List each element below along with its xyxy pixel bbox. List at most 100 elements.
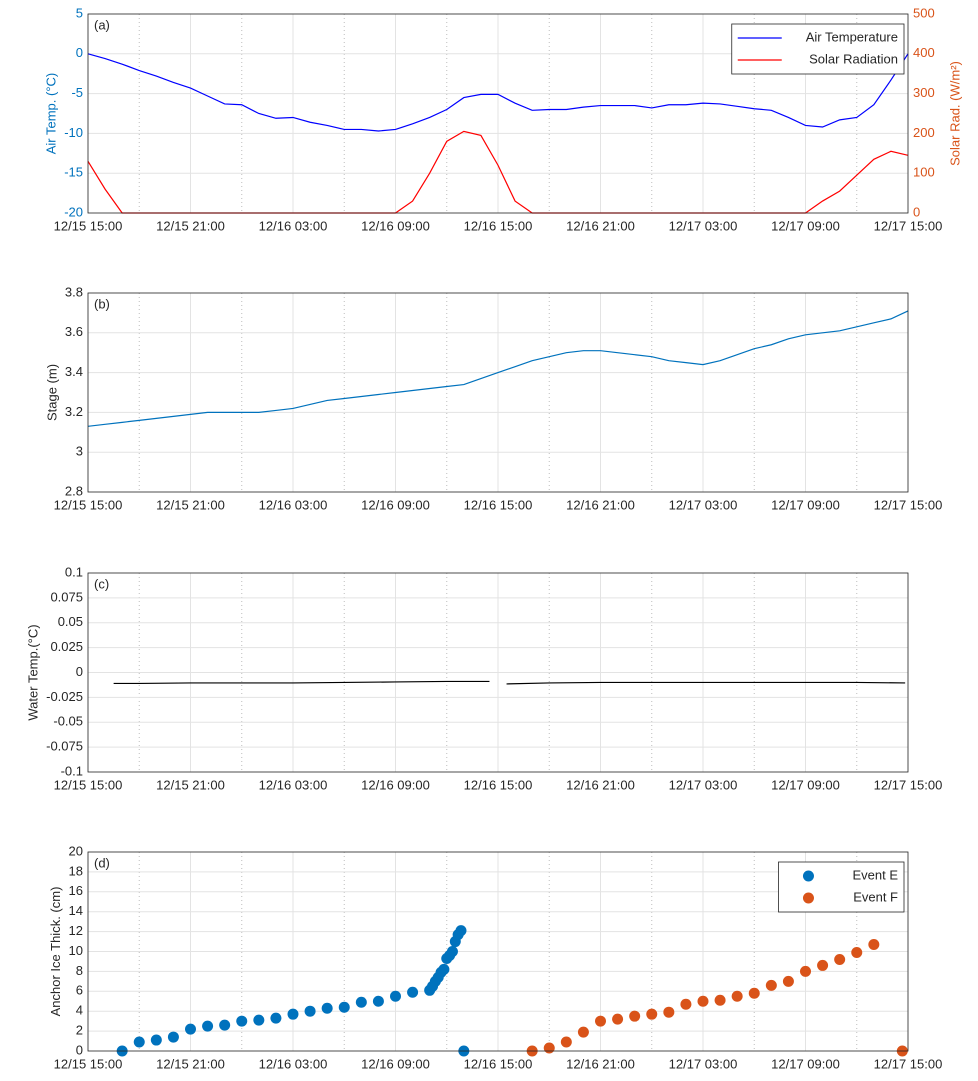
- legend-label: Event F: [853, 889, 898, 904]
- x-tick-label: 12/17 03:00: [669, 218, 738, 233]
- x-tick-label: 12/17 09:00: [771, 777, 840, 792]
- data-line: [87, 53, 909, 132]
- x-tick-label: 12/15 21:00: [156, 497, 225, 512]
- data-point: [560, 1036, 572, 1048]
- y-tick-label: -5: [71, 85, 83, 100]
- y-tick-label: 0: [76, 45, 83, 60]
- legend-label: Solar Radiation: [809, 51, 898, 66]
- y2-tick-label: 0: [913, 204, 920, 219]
- data-point: [372, 995, 384, 1007]
- y-tick-label: 14: [69, 903, 83, 918]
- x-tick-label: 12/15 15:00: [54, 777, 123, 792]
- y-tick-label: 10: [69, 943, 83, 958]
- axes-box: [87, 572, 909, 773]
- panel: 12/15 15:00 12/15 21:00 12/16 03:00 12/16 0…: [48, 843, 942, 1071]
- y-tick-label: -10: [64, 125, 83, 140]
- data-point: [714, 994, 726, 1006]
- y-axis-label: Stage (m): [44, 364, 59, 421]
- x-tick-label: 12/15 21:00: [156, 777, 225, 792]
- data-point: [133, 1036, 145, 1048]
- x-tick-label: 12/16 21:00: [566, 777, 635, 792]
- data-point: [438, 963, 450, 975]
- x-tick-label: 12/16 09:00: [361, 777, 430, 792]
- data-point: [697, 995, 709, 1007]
- x-tick-label: 12/17 03:00: [669, 1056, 738, 1071]
- axes-box: [87, 851, 909, 1052]
- data-point: [663, 1006, 675, 1018]
- y2-tick-label: 500: [913, 5, 935, 20]
- y-tick-label: 20: [69, 843, 83, 858]
- y-tick-label: -0.075: [46, 739, 83, 754]
- y-axis-label: Water Temp.(°C): [26, 624, 41, 720]
- y-axis-label: Anchor Ice Thick. (cm): [48, 887, 63, 1017]
- y-tick-label: 5: [76, 5, 83, 20]
- y-tick-label: 3.4: [65, 364, 83, 379]
- x-tick-label: 12/15 15:00: [54, 1056, 123, 1071]
- y-tick-label: -20: [64, 204, 83, 219]
- data-point: [219, 1019, 231, 1031]
- x-tick-label: 12/17 03:00: [669, 777, 738, 792]
- panel: 12/15 15:00 12/15 21:00 12/16 03:00 12/16 0…: [44, 5, 963, 233]
- x-tick-label: 12/16 21:00: [566, 497, 635, 512]
- x-tick-label: 12/16 03:00: [259, 497, 328, 512]
- data-point: [455, 925, 467, 937]
- legend: Event E Event F: [778, 861, 905, 913]
- data-point: [236, 1015, 248, 1027]
- x-tick-label: 12/16 15:00: [464, 218, 533, 233]
- y-tick-label: 3.2: [65, 404, 83, 419]
- y-tick-label: 18: [69, 863, 83, 878]
- axes-box: [87, 292, 909, 493]
- x-tick-label: 12/17 15:00: [874, 777, 943, 792]
- data-point: [800, 965, 811, 977]
- data-point: [629, 1010, 641, 1022]
- x-tick-label: 12/17 09:00: [771, 218, 840, 233]
- y2-tick-label: 300: [913, 85, 935, 100]
- data-point: [680, 998, 692, 1010]
- data-point: [851, 946, 863, 958]
- x-tick-label: 12/15 21:00: [156, 1056, 225, 1071]
- y-tick-label: 2.8: [65, 483, 83, 498]
- data-point: [748, 987, 760, 999]
- x-tick-label: 12/16 09:00: [361, 497, 430, 512]
- x-tick-label: 12/16 03:00: [259, 777, 328, 792]
- y-tick-label: 0.05: [58, 614, 83, 629]
- legend: Air Temperature Solar Radiation: [731, 23, 905, 75]
- x-tick-label: 12/15 15:00: [54, 218, 123, 233]
- y-tick-label: 8: [76, 963, 83, 978]
- data-point: [167, 1031, 179, 1043]
- y2-axis-label: Solar Rad. (W/m²): [947, 61, 962, 166]
- data-point: [355, 996, 367, 1008]
- data-point: [253, 1014, 265, 1026]
- x-tick-label: 12/16 03:00: [259, 1056, 328, 1071]
- y2-tick-label: 400: [913, 45, 935, 60]
- data-point: [765, 979, 777, 991]
- data-point: [817, 959, 829, 971]
- data-point: [646, 1008, 658, 1020]
- y-tick-label: -15: [64, 165, 83, 180]
- x-tick-label: 12/15 21:00: [156, 218, 225, 233]
- y-tick-label: 0: [76, 664, 83, 679]
- y-tick-label: -0.05: [53, 714, 83, 729]
- y-tick-label: 0.1: [65, 564, 83, 579]
- panel-label: (c): [94, 576, 109, 591]
- x-tick-label: 12/17 15:00: [874, 497, 943, 512]
- y-tick-label: -0.025: [46, 689, 83, 704]
- data-point: [612, 1013, 624, 1025]
- data-line: [87, 310, 909, 427]
- legend-marker: [802, 870, 814, 882]
- y-tick-label: 16: [69, 883, 83, 898]
- x-tick-label: 12/16 09:00: [361, 1056, 430, 1071]
- data-point: [446, 946, 458, 957]
- data-point: [270, 1012, 282, 1024]
- data-point: [577, 1026, 589, 1038]
- y-tick-label: 0: [76, 1042, 83, 1057]
- panel-label: (d): [94, 855, 110, 870]
- y-tick-label: 6: [76, 983, 83, 998]
- y2-tick-label: 100: [913, 165, 935, 180]
- x-tick-label: 12/16 15:00: [464, 777, 533, 792]
- legend-marker: [802, 892, 814, 904]
- x-tick-label: 12/16 15:00: [464, 1056, 533, 1071]
- data-point: [731, 990, 743, 1002]
